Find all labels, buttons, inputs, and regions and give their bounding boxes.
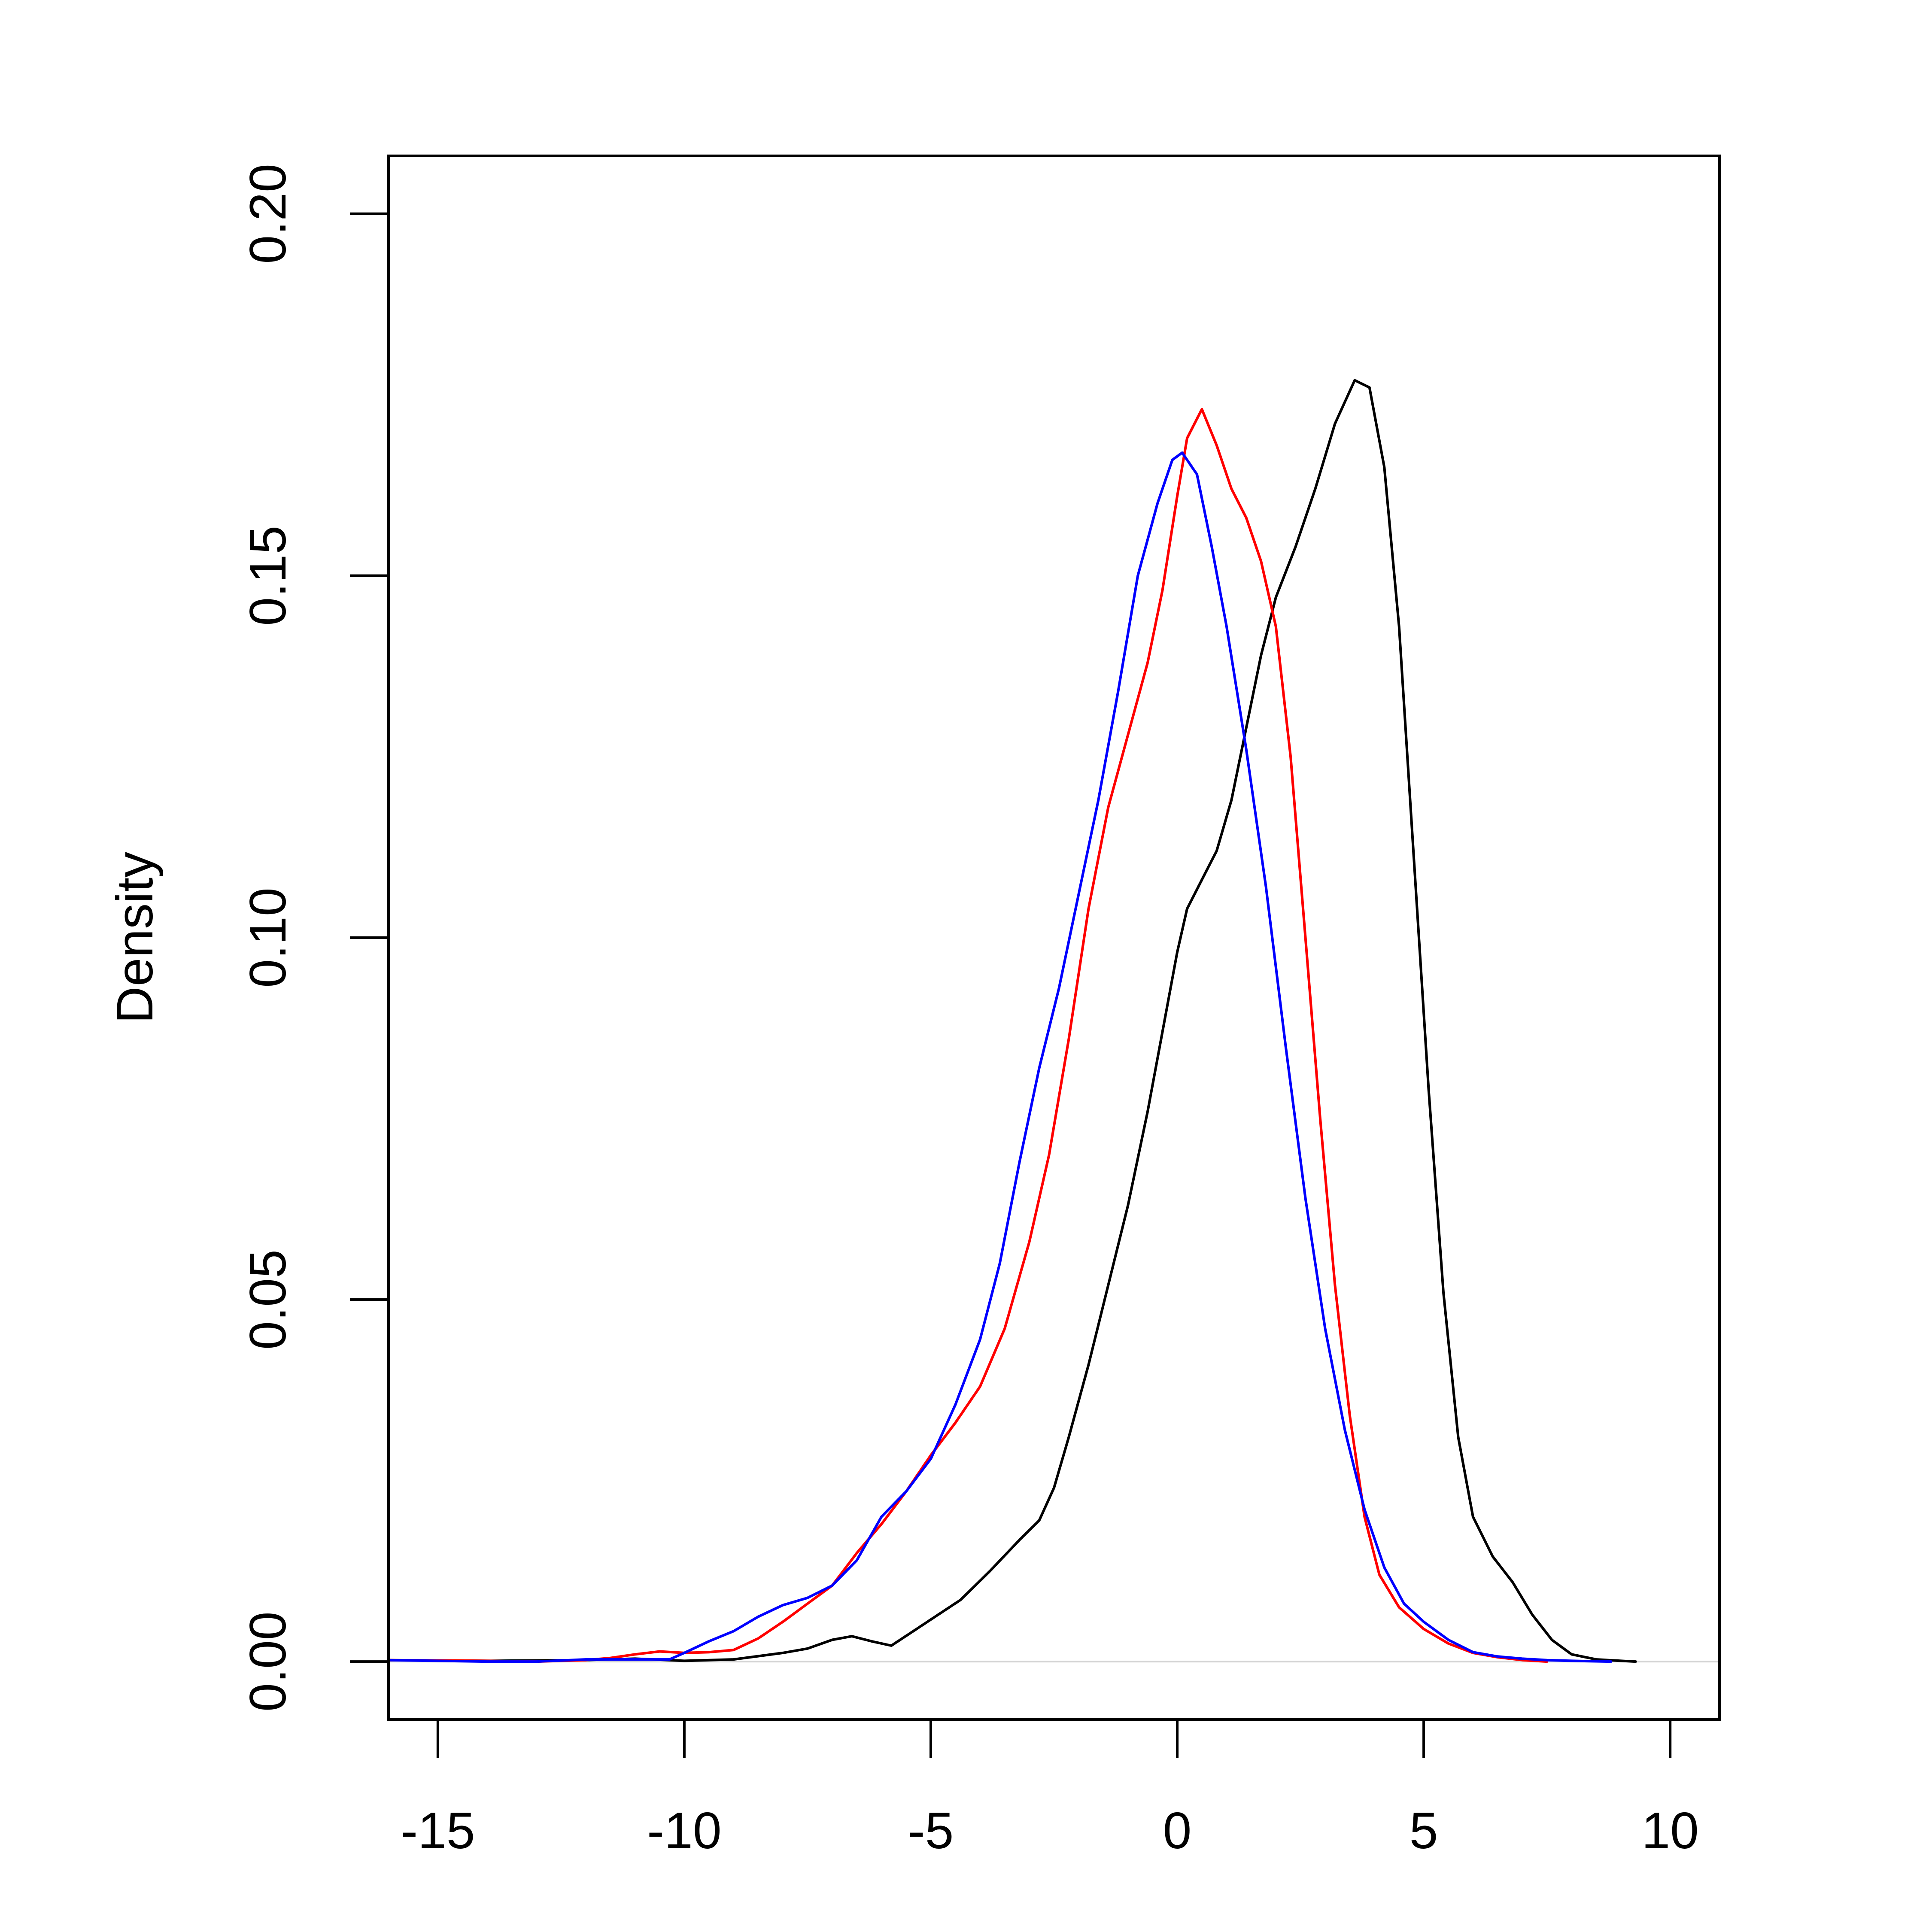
density-line-2 bbox=[387, 408, 1549, 1663]
y-tick-label: 0.10 bbox=[239, 887, 297, 988]
x-tick-label: 0 bbox=[1163, 1802, 1192, 1859]
x-tick-label: -10 bbox=[647, 1802, 721, 1859]
y-tick-label: 0.05 bbox=[239, 1249, 297, 1350]
x-tick-label: -5 bbox=[908, 1802, 954, 1859]
y-tick-label: 0.20 bbox=[239, 164, 297, 264]
y-axis: 0.00 0.05 0.10 0.15 0.20 bbox=[239, 164, 390, 1712]
y-tick-label: 0.15 bbox=[239, 526, 297, 626]
density-line-1 bbox=[387, 379, 1637, 1663]
x-axis: -15 -10 -5 0 5 10 bbox=[401, 1718, 1699, 1859]
x-tick-label: -15 bbox=[401, 1802, 475, 1859]
series-layer bbox=[387, 379, 1637, 1663]
y-tick-label: 0.00 bbox=[239, 1611, 297, 1712]
density-line-3 bbox=[387, 451, 1613, 1663]
x-tick-label: 5 bbox=[1410, 1802, 1438, 1859]
x-tick-label: 10 bbox=[1641, 1802, 1698, 1859]
y-axis-title: Density bbox=[106, 852, 164, 1024]
